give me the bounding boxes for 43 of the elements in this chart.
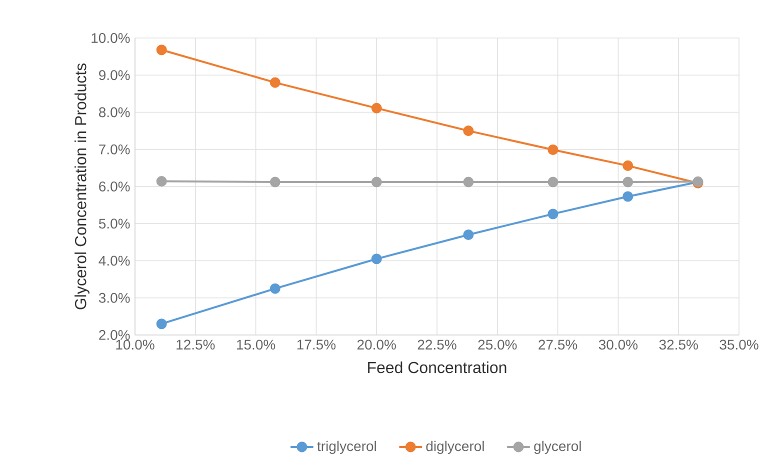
point [270,77,280,88]
x-axis-title: Feed Concentration [368,361,506,374]
point [548,176,558,188]
point [463,126,474,136]
x-tick-label: 22.5% [418,340,456,350]
y-tick-label: 3.0% [98,292,130,303]
x-tick-label: 30.0% [598,340,638,350]
point [622,191,634,202]
point [156,176,167,187]
legend-label: triglycerol [317,440,376,454]
point [371,254,382,264]
y-tick-label: 7.0% [99,144,130,154]
point [371,102,382,114]
point [371,176,382,188]
point [548,144,558,156]
point [463,176,474,188]
x-tick-label: 15.0% [237,340,276,350]
x-tick-label: 25.0% [478,340,517,350]
point [622,176,634,188]
y-tick-label: 6.0% [99,182,130,192]
x-tick-label: 17.5% [297,340,336,350]
point [156,318,167,330]
y-tick-label: 2.0% [99,330,130,340]
point [270,176,280,188]
point [270,283,280,294]
y-tick-label: 9.0% [99,70,130,80]
legend-label: glycerol [534,440,581,454]
x-tick-label: 12.5% [176,340,215,350]
point [156,44,167,56]
y-axis-title: Glycerol Concentration in Products [74,64,90,310]
x-tick-label: 27.5% [538,340,578,350]
point [548,208,558,220]
legend-label: diglycerol [426,440,484,454]
y-tick-label: 4.0% [98,256,130,266]
x-tick-label: 35.0% [720,340,758,350]
point [463,229,474,240]
x-tick-label: 32.5% [659,340,698,350]
point [622,160,634,171]
y-tick-label: 5.0% [98,218,130,229]
x-tick-label: 20.0% [357,340,396,350]
y-tick-label: 8.0% [98,107,130,118]
x-tick-label: 10.0% [116,340,154,350]
y-tick-label: 10.0% [92,33,130,43]
